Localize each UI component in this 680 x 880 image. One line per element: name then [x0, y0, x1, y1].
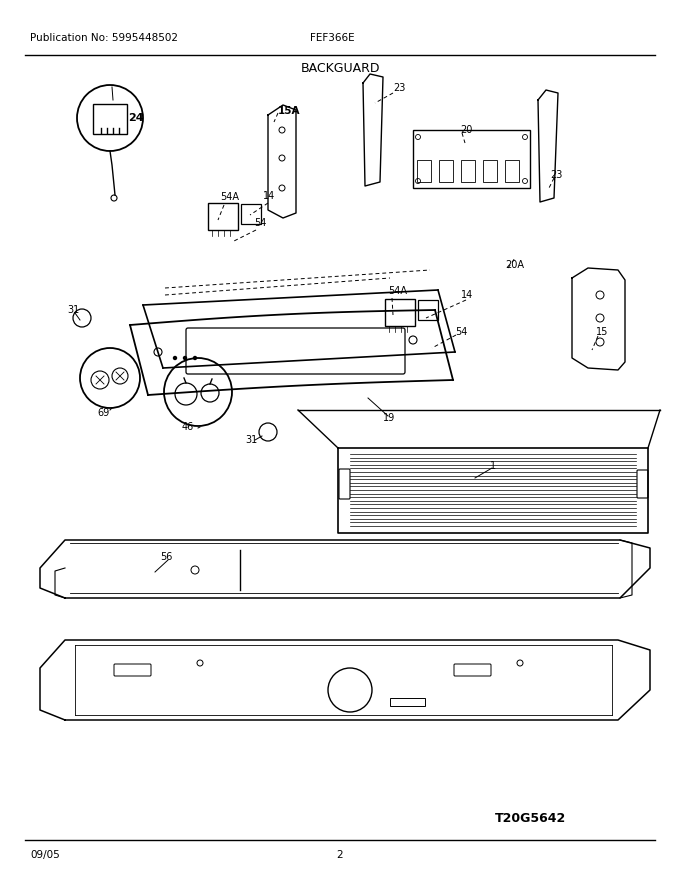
Text: BACKGUARD: BACKGUARD: [301, 62, 379, 75]
Circle shape: [194, 356, 197, 360]
Text: 54: 54: [455, 327, 467, 337]
Text: 54A: 54A: [220, 192, 239, 202]
Text: 09/05: 09/05: [30, 850, 60, 860]
Text: 31: 31: [245, 435, 257, 445]
Text: 31: 31: [67, 305, 80, 315]
Text: Publication No: 5995448502: Publication No: 5995448502: [30, 33, 178, 43]
Text: T20G5642: T20G5642: [495, 811, 566, 825]
Text: 2: 2: [337, 850, 343, 860]
Text: 23: 23: [550, 170, 562, 180]
Text: FEF366E: FEF366E: [310, 33, 355, 43]
Text: 15A: 15A: [278, 106, 301, 116]
Text: 19: 19: [383, 413, 395, 423]
Text: 20: 20: [460, 125, 473, 135]
Text: 56: 56: [160, 552, 172, 562]
Text: 1: 1: [490, 461, 496, 471]
Text: 20A: 20A: [505, 260, 524, 270]
Text: 54A: 54A: [388, 286, 407, 296]
Text: 14: 14: [461, 290, 473, 300]
Text: 23: 23: [393, 83, 405, 93]
Text: 46: 46: [182, 422, 194, 432]
Text: 24: 24: [128, 113, 143, 123]
Circle shape: [184, 356, 186, 360]
Text: 69: 69: [97, 408, 109, 418]
Text: 15: 15: [596, 327, 609, 337]
Circle shape: [173, 356, 177, 360]
Text: 14: 14: [263, 191, 275, 201]
Text: 54: 54: [254, 218, 267, 228]
